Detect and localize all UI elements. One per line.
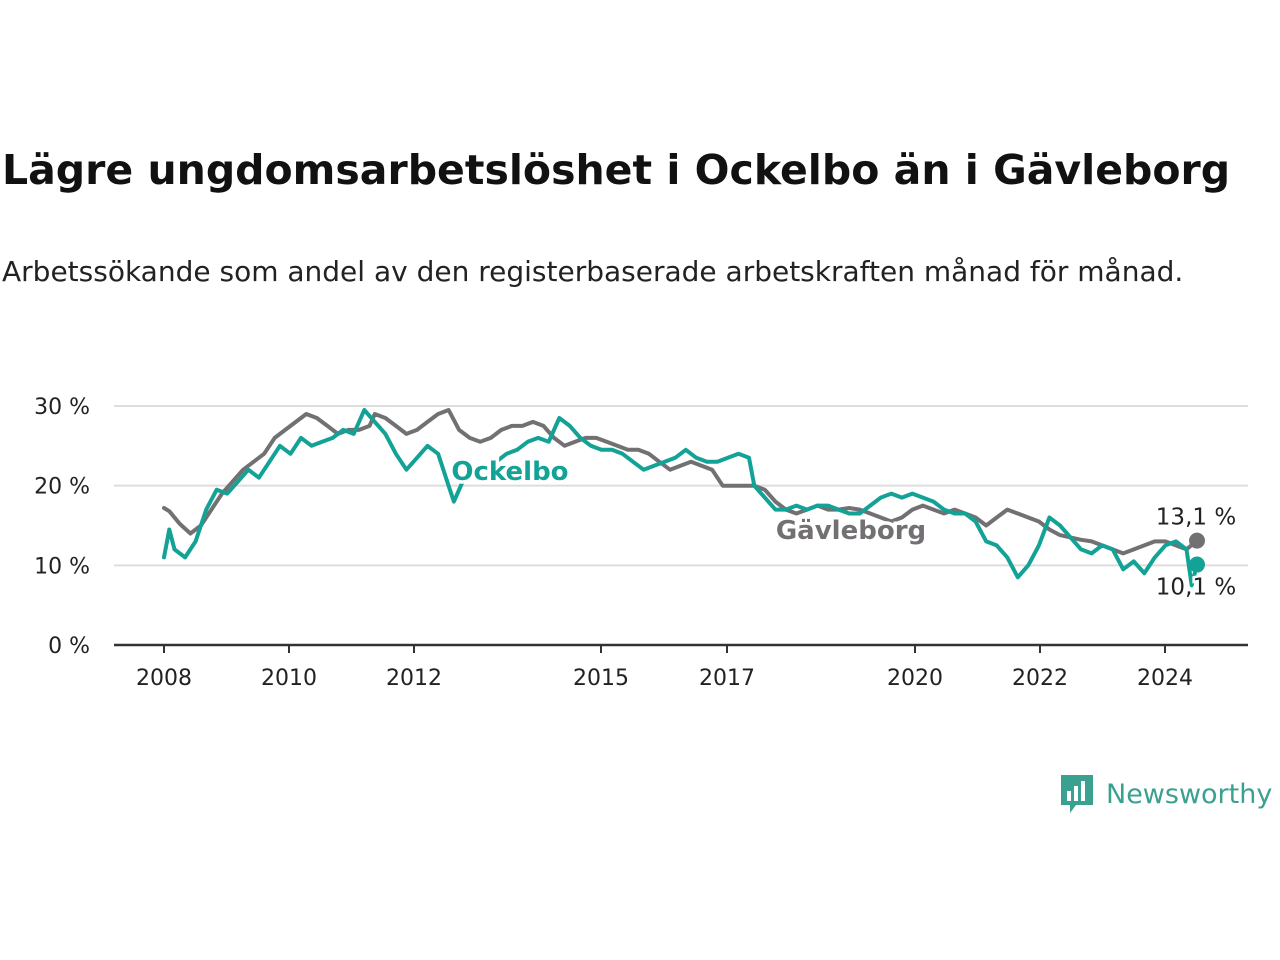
end-label: 10,1 % xyxy=(1156,575,1236,601)
chart-subtitle: Arbetssökande som andel av den registerb… xyxy=(2,255,1184,288)
series-label: Gävleborg xyxy=(776,516,926,546)
y-tick-label: 10 % xyxy=(34,554,90,579)
chart-title: Lägre ungdomsarbetslöshet i Ockelbo än i… xyxy=(2,146,1231,194)
x-tick-label: 2010 xyxy=(261,666,317,691)
series-line-gävleborg xyxy=(162,408,1199,556)
y-tick-label: 0 % xyxy=(48,634,90,659)
x-tick-label: 2008 xyxy=(136,666,192,691)
y-tick-label: 30 % xyxy=(34,395,90,420)
end-point-gävleborg xyxy=(1189,532,1205,549)
x-tick-label: 2024 xyxy=(1137,666,1193,691)
x-tick-label: 2017 xyxy=(699,666,755,691)
bar-chart-icon xyxy=(1061,775,1093,813)
x-tick-label: 2015 xyxy=(573,666,629,691)
end-label: 13,1 % xyxy=(1156,505,1236,531)
x-tick-label: 2020 xyxy=(887,666,943,691)
x-tick-label: 2012 xyxy=(386,666,442,691)
line-chart: 0 % 10 % 20 % 30 % 2008 2010 2012 2015 2017 2020 2… xyxy=(34,395,1248,691)
x-tick-label: 2022 xyxy=(1012,666,1068,691)
end-point-ockelbo xyxy=(1189,556,1205,573)
series-label: Ockelbo xyxy=(451,457,568,487)
y-tick-label: 20 % xyxy=(34,475,90,500)
newsworthy-logo: Newsworthy xyxy=(1058,772,1272,816)
series-line-ockelbo xyxy=(162,408,1199,588)
brand-name: Newsworthy xyxy=(1106,778,1273,810)
